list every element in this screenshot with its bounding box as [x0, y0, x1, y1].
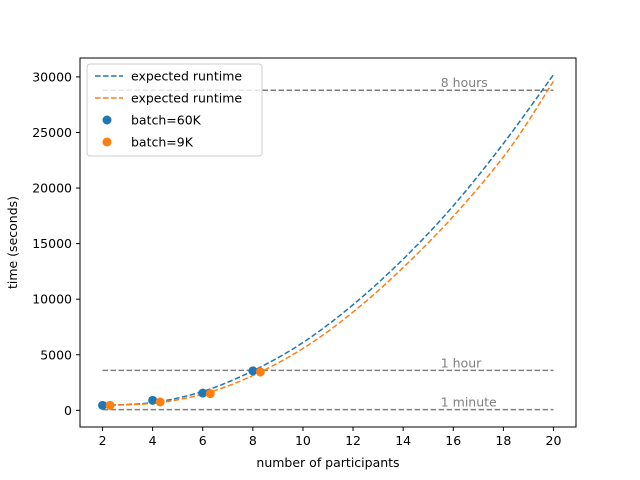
y-tick-label: 30000 [32, 69, 72, 84]
x-axis-ticks: 2 4 6 8 10 12 14 16 18 20 [99, 427, 562, 448]
x-axis-label: number of participants [256, 455, 399, 470]
legend: expected runtime expected runtime batch=60… [86, 63, 263, 157]
x-tick-label: 16 [445, 433, 461, 448]
x-tick-label: 8 [249, 433, 257, 448]
point-batch-60k-1 [148, 395, 158, 405]
point-batch-60k-2 [198, 388, 208, 398]
x-tick-label: 18 [495, 433, 511, 448]
legend-box [86, 63, 263, 157]
x-tick-label: 12 [345, 433, 361, 448]
y-tick-label: 15000 [32, 236, 72, 251]
legend-swatch-marker [102, 137, 112, 147]
x-tick-label: 4 [149, 433, 157, 448]
point-batch-9k-0 [105, 400, 115, 410]
y-tick-label: 25000 [32, 125, 72, 140]
y-tick-label: 5000 [40, 347, 72, 362]
y-axis-ticks: 0 5000 10000 15000 20000 25000 30000 [32, 69, 80, 418]
x-tick-label: 10 [295, 433, 311, 448]
reference-label-2: 8 hours [441, 75, 488, 90]
y-tick-label: 10000 [32, 292, 72, 307]
x-tick-label: 2 [99, 433, 107, 448]
point-batch-60k-3 [248, 366, 258, 376]
x-tick-label: 20 [546, 433, 562, 448]
reference-lines: 1 minute 1 hour 8 hours [102, 75, 554, 411]
point-batch-9k-3 [255, 367, 265, 377]
legend-swatch-marker [102, 115, 112, 125]
legend-label: expected runtime [131, 91, 242, 106]
x-tick-label: 14 [395, 433, 411, 448]
x-tick-label: 6 [199, 433, 207, 448]
y-axis-label: time (seconds) [5, 196, 20, 289]
y-tick-label: 0 [64, 403, 72, 418]
expected-runtime-curves [102, 74, 555, 407]
reference-label-1: 1 hour [441, 355, 482, 370]
expected-runtime-curve-1 [110, 80, 555, 407]
point-batch-9k-2 [205, 389, 215, 399]
legend-label: batch=60K [131, 113, 202, 128]
y-tick-label: 20000 [32, 181, 72, 196]
point-batch-60k-0 [98, 400, 108, 410]
data-points [98, 366, 265, 410]
legend-label: expected runtime [131, 69, 242, 84]
expected-runtime-curve-0 [102, 74, 555, 407]
plot-frame [79, 57, 577, 428]
point-batch-9k-1 [155, 397, 165, 407]
legend-label: batch=9K [131, 135, 194, 150]
reference-label-0: 1 minute [441, 395, 497, 410]
